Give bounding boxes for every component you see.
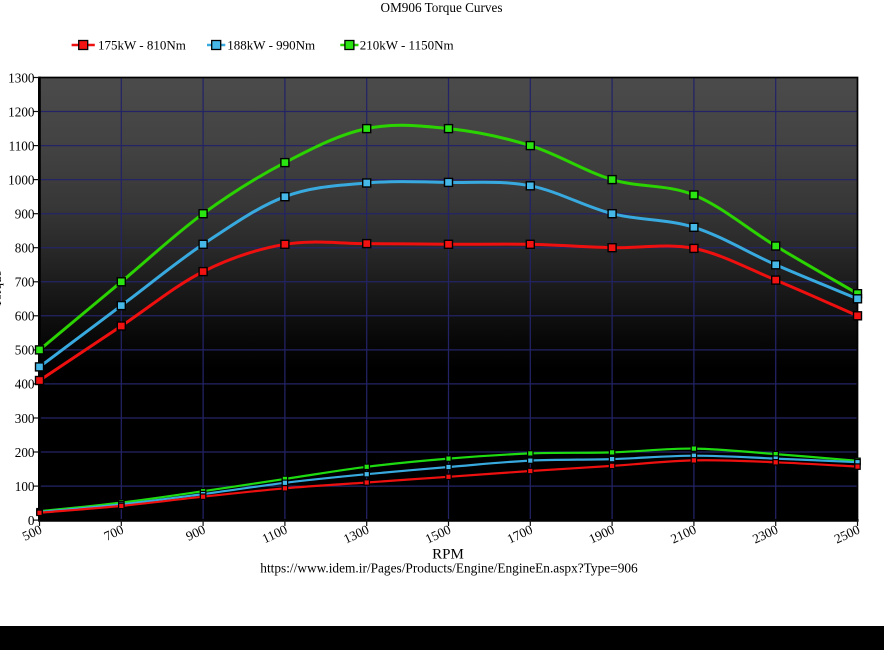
svg-text:https://www.idem.ir/Pages/Prod: https://www.idem.ir/Pages/Products/Engin…	[260, 561, 638, 576]
svg-text:210kW - 1150Nm: 210kW - 1150Nm	[360, 38, 454, 53]
svg-text:900: 900	[15, 207, 35, 222]
svg-text:1300: 1300	[8, 70, 35, 85]
svg-text:600: 600	[15, 309, 35, 324]
svg-text:OM906 Torque Curves: OM906 Torque Curves	[381, 0, 503, 15]
svg-text:300: 300	[15, 411, 35, 426]
svg-text:800: 800	[15, 241, 35, 256]
svg-text:Torque: Torque	[0, 270, 4, 307]
svg-text:188kW - 990Nm: 188kW - 990Nm	[227, 38, 315, 53]
svg-text:1000: 1000	[8, 172, 35, 187]
svg-text:0: 0	[28, 513, 35, 528]
svg-text:100: 100	[15, 479, 35, 494]
svg-text:700: 700	[15, 275, 35, 290]
svg-text:500: 500	[15, 343, 35, 358]
svg-text:400: 400	[15, 377, 35, 392]
svg-text:1100: 1100	[9, 138, 35, 153]
svg-text:200: 200	[15, 445, 35, 460]
svg-text:RPM: RPM	[432, 547, 464, 563]
svg-text:175kW - 810Nm: 175kW - 810Nm	[98, 38, 186, 53]
svg-text:1200: 1200	[8, 104, 35, 119]
